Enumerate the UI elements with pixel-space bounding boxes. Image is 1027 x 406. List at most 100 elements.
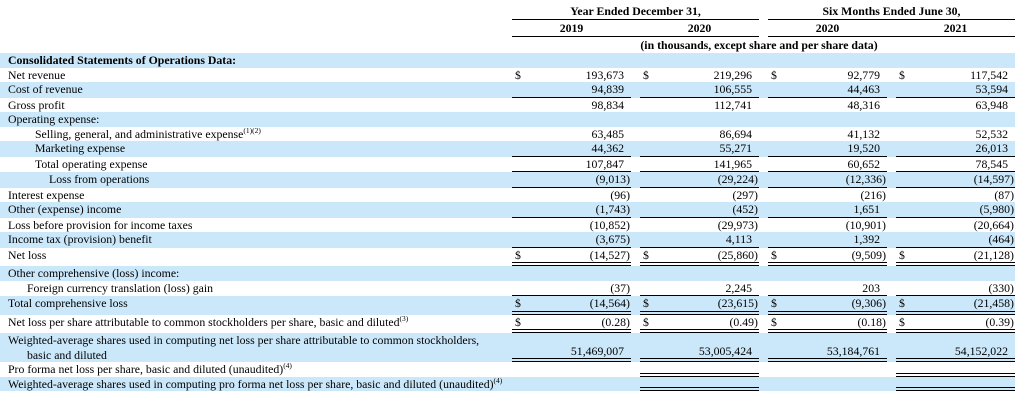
cell-value bbox=[512, 377, 631, 392]
table-row-pro-forma-net-loss-per-share: Pro forma net loss per share, basic and … bbox=[0, 362, 1015, 377]
col-group-title: Year Ended December 31, bbox=[512, 4, 759, 20]
cell-value: $ (14,527) bbox=[512, 247, 631, 266]
cell-value: (29,224) bbox=[640, 172, 759, 188]
row-label: Weighted-average shares used in computin… bbox=[8, 375, 503, 391]
row-label: Consolidated Statements of Operations Da… bbox=[8, 53, 237, 67]
cell-value: 63,948 bbox=[975, 97, 1008, 112]
cell-value: 63,485 bbox=[591, 126, 624, 141]
dollar-sign: $ bbox=[899, 247, 905, 262]
cell-value: 141,965 bbox=[640, 157, 759, 172]
cell-value: $ (0.39) bbox=[896, 314, 1015, 333]
table-row-sga-expense: Selling, general, and administrative exp… bbox=[0, 125, 1015, 142]
cell-value: (5,980) bbox=[896, 202, 1015, 218]
cell-value: 86,694 bbox=[719, 126, 752, 141]
table-row-marketing-expense: Marketing expense 44,362 55,271 19,520 2… bbox=[0, 141, 1015, 157]
dollar-sign: $ bbox=[515, 314, 521, 329]
cell-value: 52,532 bbox=[975, 126, 1008, 141]
table-row-section-title: Consolidated Statements of Operations Da… bbox=[0, 53, 1015, 68]
table-row-net-revenue: Net revenue $193,673 $219,296 $92,779 $1… bbox=[0, 68, 1015, 83]
col-year: 2020 bbox=[687, 21, 712, 35]
table-row-loss-before-taxes: Loss before provision for income taxes (… bbox=[0, 218, 1015, 233]
cell-value: 53,184,761 bbox=[768, 333, 887, 362]
header-spacer bbox=[0, 4, 503, 37]
dollar-sign: $ bbox=[771, 67, 777, 82]
table-row-foreign-currency: Foreign currency translation (loss) gain… bbox=[0, 280, 1015, 296]
row-label: Pro forma net loss per share, basic and … bbox=[8, 361, 292, 376]
table-row-oci-heading: Other comprehensive (loss) income: bbox=[0, 266, 1015, 281]
table-row-cost-of-revenue: Cost of revenue 94,839 106,555 44,463 53… bbox=[0, 82, 1015, 98]
dollar-sign: $ bbox=[643, 296, 649, 310]
cell-value: (96) bbox=[610, 187, 630, 202]
dollar-sign: $ bbox=[515, 247, 521, 262]
cell-value: 1,392 bbox=[768, 232, 887, 248]
cell-value: 55,271 bbox=[640, 141, 759, 157]
row-label: Gross profit bbox=[8, 97, 65, 112]
cell-value: 4,113 bbox=[640, 232, 759, 248]
footnote-ref: (4) bbox=[493, 375, 503, 385]
cell-value: 19,520 bbox=[768, 141, 887, 157]
row-label: Total operating expense bbox=[35, 156, 148, 171]
cell-value: (14,597) bbox=[896, 172, 1015, 188]
cell-value: (87) bbox=[994, 187, 1014, 202]
row-label: Foreign currency translation (loss) gain bbox=[27, 280, 214, 295]
col-group-six-months: Six Months Ended June 30, 2020 2021 bbox=[768, 4, 1015, 37]
cell-value: $ (21,128) bbox=[896, 247, 1015, 266]
row-label: Weighted-average shares used in computin… bbox=[8, 333, 480, 362]
table-row-net-loss: Net loss $ (14,527) $ (25,860) $ (9,509) $(… bbox=[0, 247, 1015, 266]
dollar-sign: $ bbox=[899, 314, 905, 329]
cell-value: $92,779 bbox=[768, 68, 887, 83]
dollar-sign: $ bbox=[643, 67, 649, 82]
cell-value: 41,132 bbox=[847, 126, 880, 141]
cell-value: $193,673 bbox=[512, 68, 631, 83]
row-label: Interest expense bbox=[8, 187, 85, 202]
cell-value: (216) bbox=[860, 187, 886, 202]
cell-value bbox=[640, 362, 759, 377]
dollar-sign: $ bbox=[771, 296, 777, 310]
col-year: 2019 bbox=[559, 21, 584, 35]
col-group-year-ended: Year Ended December 31, 2019 2020 bbox=[512, 4, 759, 37]
row-label: Selling, general, and administrative exp… bbox=[35, 125, 261, 141]
cell-value: (3,675) bbox=[512, 232, 631, 248]
dollar-sign: $ bbox=[771, 247, 777, 262]
dollar-sign: $ bbox=[899, 67, 905, 82]
row-label: Loss before provision for income taxes bbox=[8, 217, 193, 232]
row-label: Net revenue bbox=[8, 67, 66, 82]
table-row-operating-expense-heading: Operating expense: bbox=[0, 112, 1015, 127]
dollar-sign: $ bbox=[515, 296, 521, 310]
cell-value: 48,316 bbox=[847, 97, 880, 112]
cell-value: (10,901) bbox=[845, 217, 886, 232]
cell-value: 98,834 bbox=[591, 97, 624, 112]
cell-value: $ (21,458) bbox=[896, 296, 1015, 315]
col-group-title: Six Months Ended June 30, bbox=[768, 4, 1015, 20]
cell-value: (37) bbox=[512, 281, 631, 296]
row-label: Income tax (provision) benefit bbox=[8, 232, 152, 246]
cell-value: (452) bbox=[640, 202, 759, 218]
cell-value: 44,362 bbox=[512, 141, 631, 157]
cell-value: 53,005,424 bbox=[640, 333, 759, 362]
row-label: Loss from operations bbox=[49, 172, 150, 186]
col-years: 2019 2020 bbox=[512, 21, 759, 37]
cell-value bbox=[640, 377, 759, 391]
dollar-sign: $ bbox=[643, 247, 649, 262]
units-note-row: (in thousands, except share and per shar… bbox=[0, 37, 1015, 53]
cell-value: $117,542 bbox=[896, 68, 1015, 83]
cell-value: 1,651 bbox=[768, 202, 887, 218]
cell-value: (330) bbox=[896, 281, 1015, 296]
cell-value: 112,741 bbox=[714, 97, 752, 112]
cell-value: $ (14,564) bbox=[512, 296, 631, 315]
cell-value: 94,839 bbox=[512, 82, 631, 98]
footnote-ref: (1)(2) bbox=[243, 125, 261, 135]
cell-value: 53,594 bbox=[896, 82, 1015, 98]
cell-value: (464) bbox=[896, 232, 1015, 248]
table-row-pro-forma-weighted-average-shares: Weighted-average shares used in computin… bbox=[0, 375, 1015, 392]
cell-value: $219,296 bbox=[640, 68, 759, 83]
cell-value: 26,013 bbox=[896, 141, 1015, 157]
col-year: 2021 bbox=[943, 21, 968, 35]
units-note: (in thousands, except share and per shar… bbox=[640, 38, 878, 52]
table-row-income-tax: Income tax (provision) benefit (3,675) 4… bbox=[0, 232, 1015, 248]
cell-value: 54,152,022 bbox=[896, 333, 1015, 362]
cell-value: (9,013) bbox=[512, 172, 631, 188]
table-row-interest-expense: Interest expense (96) (297) (216) (87) bbox=[0, 188, 1015, 203]
cell-value: $ (0.18) bbox=[768, 315, 887, 333]
